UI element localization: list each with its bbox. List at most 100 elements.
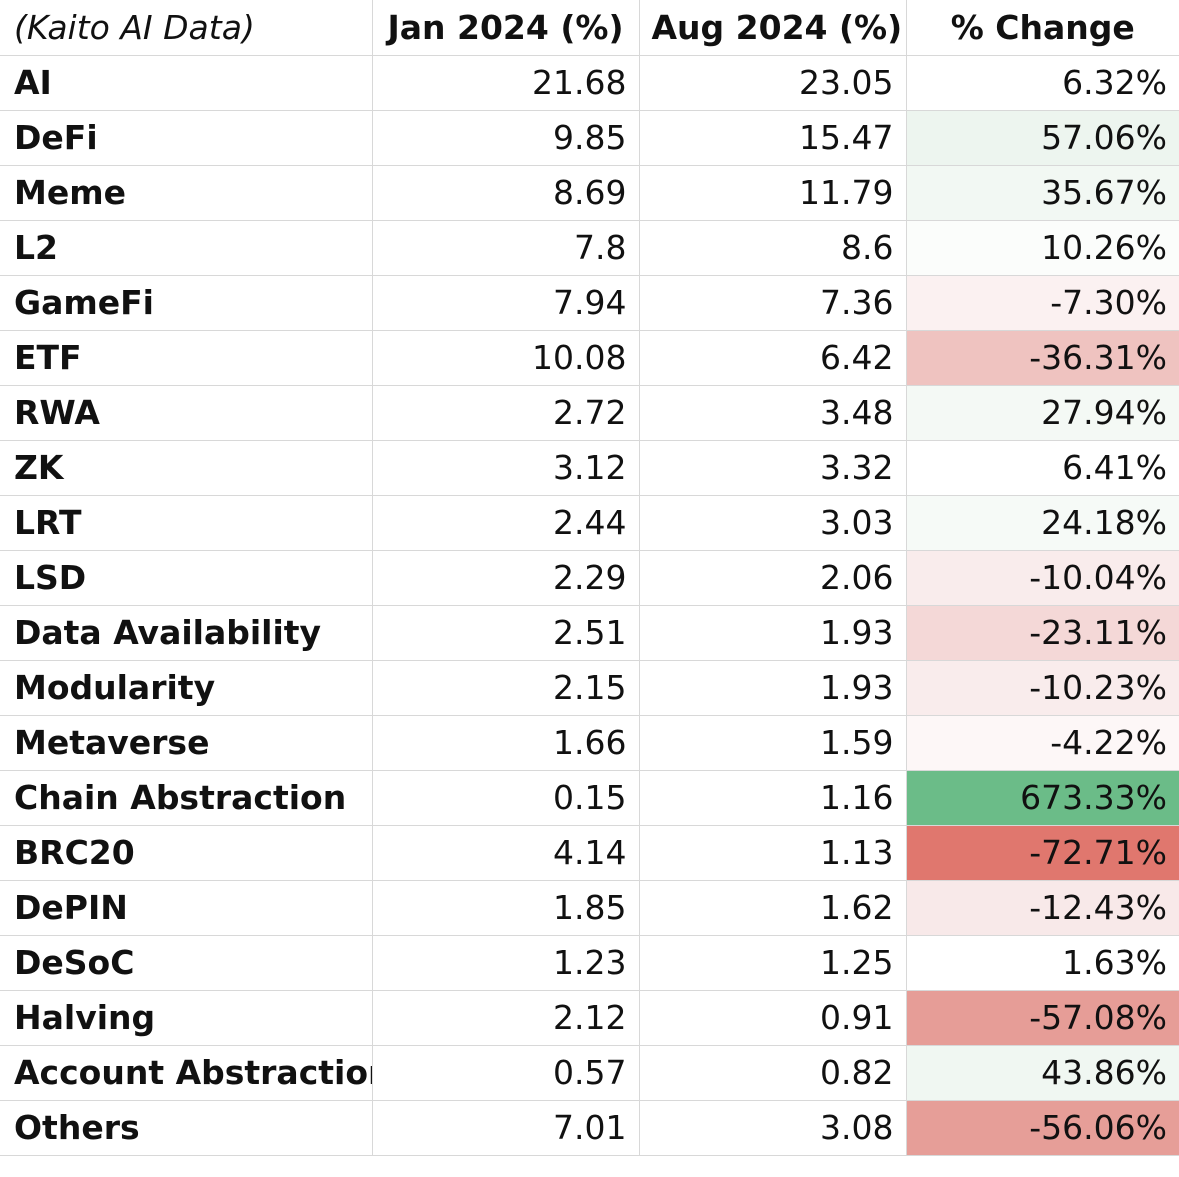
aug-2024-cell[interactable]: 3.32 (638, 439, 907, 496)
category-cell[interactable]: BRC20 (0, 824, 373, 881)
category-cell[interactable]: Halving (0, 989, 373, 1046)
table-row: DeSoC 1.23 1.25 1.63% (0, 934, 1179, 991)
category-cell[interactable]: Meme (0, 164, 373, 221)
header-percent-change[interactable]: % Change (905, 0, 1179, 56)
percent-change-cell[interactable]: -23.11% (905, 604, 1179, 661)
jan-2024-cell[interactable]: 2.72 (371, 384, 640, 441)
category-cell[interactable]: GameFi (0, 274, 373, 331)
table-body: AI 21.68 23.05 6.32% DeFi 9.85 15.47 57.06% Meme… (0, 54, 1179, 1156)
category-cell[interactable]: LRT (0, 494, 373, 551)
table-row: Meme 8.69 11.79 35.67% (0, 164, 1179, 221)
header-source[interactable]: (Kaito AI Data) (0, 0, 373, 56)
aug-2024-cell[interactable]: 1.13 (638, 824, 907, 881)
table-row: ETF 10.08 6.42 -36.31% (0, 329, 1179, 386)
aug-2024-cell[interactable]: 1.16 (638, 769, 907, 826)
jan-2024-cell[interactable]: 1.85 (371, 879, 640, 936)
table-row: DeFi 9.85 15.47 57.06% (0, 109, 1179, 166)
aug-2024-cell[interactable]: 3.03 (638, 494, 907, 551)
header-aug-2024[interactable]: Aug 2024 (%) (638, 0, 907, 56)
category-cell[interactable]: AI (0, 54, 373, 111)
table-row: RWA 2.72 3.48 27.94% (0, 384, 1179, 441)
category-cell[interactable]: Metaverse (0, 714, 373, 771)
percent-change-cell[interactable]: -10.04% (905, 549, 1179, 606)
jan-2024-cell[interactable]: 8.69 (371, 164, 640, 221)
percent-change-cell[interactable]: -72.71% (905, 824, 1179, 881)
jan-2024-cell[interactable]: 1.66 (371, 714, 640, 771)
percent-change-cell[interactable]: 35.67% (905, 164, 1179, 221)
aug-2024-cell[interactable]: 8.6 (638, 219, 907, 276)
percent-change-cell[interactable]: 6.41% (905, 439, 1179, 496)
percent-change-cell[interactable]: 27.94% (905, 384, 1179, 441)
aug-2024-cell[interactable]: 11.79 (638, 164, 907, 221)
percent-change-cell[interactable]: 43.86% (905, 1044, 1179, 1101)
category-cell[interactable]: ETF (0, 329, 373, 386)
percent-change-cell[interactable]: -12.43% (905, 879, 1179, 936)
category-cell[interactable]: DePIN (0, 879, 373, 936)
percent-change-cell[interactable]: -57.08% (905, 989, 1179, 1046)
jan-2024-cell[interactable]: 3.12 (371, 439, 640, 496)
header-row: (Kaito AI Data) Jan 2024 (%) Aug 2024 (%… (0, 0, 1179, 56)
jan-2024-cell[interactable]: 10.08 (371, 329, 640, 386)
percent-change-cell[interactable]: 673.33% (905, 769, 1179, 826)
aug-2024-cell[interactable]: 1.59 (638, 714, 907, 771)
aug-2024-cell[interactable]: 1.93 (638, 659, 907, 716)
jan-2024-cell[interactable]: 0.15 (371, 769, 640, 826)
aug-2024-cell[interactable]: 1.93 (638, 604, 907, 661)
percent-change-cell[interactable]: 1.63% (905, 934, 1179, 991)
percent-change-cell[interactable]: 10.26% (905, 219, 1179, 276)
aug-2024-cell[interactable]: 15.47 (638, 109, 907, 166)
jan-2024-cell[interactable]: 2.15 (371, 659, 640, 716)
aug-2024-cell[interactable]: 23.05 (638, 54, 907, 111)
jan-2024-cell[interactable]: 1.23 (371, 934, 640, 991)
category-cell[interactable]: Account Abstraction (0, 1044, 373, 1101)
jan-2024-cell[interactable]: 2.44 (371, 494, 640, 551)
percent-change-cell[interactable]: -7.30% (905, 274, 1179, 331)
category-cell[interactable]: ZK (0, 439, 373, 496)
jan-2024-cell[interactable]: 7.94 (371, 274, 640, 331)
table-row: Metaverse 1.66 1.59 -4.22% (0, 714, 1179, 771)
aug-2024-cell[interactable]: 0.91 (638, 989, 907, 1046)
table-row: AI 21.68 23.05 6.32% (0, 54, 1179, 111)
jan-2024-cell[interactable]: 7.8 (371, 219, 640, 276)
aug-2024-cell[interactable]: 7.36 (638, 274, 907, 331)
percent-change-cell[interactable]: -4.22% (905, 714, 1179, 771)
jan-2024-cell[interactable]: 7.01 (371, 1099, 640, 1156)
percent-change-cell[interactable]: 57.06% (905, 109, 1179, 166)
header-jan-2024[interactable]: Jan 2024 (%) (371, 0, 640, 56)
percent-change-cell[interactable]: -36.31% (905, 329, 1179, 386)
table-row: L2 7.8 8.6 10.26% (0, 219, 1179, 276)
category-cell[interactable]: Others (0, 1099, 373, 1156)
percent-change-cell[interactable]: 24.18% (905, 494, 1179, 551)
percent-change-cell[interactable]: -10.23% (905, 659, 1179, 716)
table-row: Others 7.01 3.08 -56.06% (0, 1099, 1179, 1156)
aug-2024-cell[interactable]: 3.48 (638, 384, 907, 441)
category-cell[interactable]: DeFi (0, 109, 373, 166)
category-cell[interactable]: RWA (0, 384, 373, 441)
jan-2024-cell[interactable]: 4.14 (371, 824, 640, 881)
jan-2024-cell[interactable]: 21.68 (371, 54, 640, 111)
category-cell[interactable]: Chain Abstraction (0, 769, 373, 826)
table-row: Chain Abstraction 0.15 1.16 673.33% (0, 769, 1179, 826)
aug-2024-cell[interactable]: 1.25 (638, 934, 907, 991)
category-cell[interactable]: Modularity (0, 659, 373, 716)
category-cell[interactable]: DeSoC (0, 934, 373, 991)
jan-2024-cell[interactable]: 0.57 (371, 1044, 640, 1101)
aug-2024-cell[interactable]: 3.08 (638, 1099, 907, 1156)
jan-2024-cell[interactable]: 9.85 (371, 109, 640, 166)
aug-2024-cell[interactable]: 1.62 (638, 879, 907, 936)
table-row: Data Availability 2.51 1.93 -23.11% (0, 604, 1179, 661)
category-cell[interactable]: L2 (0, 219, 373, 276)
table-row: Account Abstraction 0.57 0.82 43.86% (0, 1044, 1179, 1101)
percent-change-cell[interactable]: -56.06% (905, 1099, 1179, 1156)
jan-2024-cell[interactable]: 2.29 (371, 549, 640, 606)
category-cell[interactable]: LSD (0, 549, 373, 606)
category-cell[interactable]: Data Availability (0, 604, 373, 661)
aug-2024-cell[interactable]: 0.82 (638, 1044, 907, 1101)
jan-2024-cell[interactable]: 2.12 (371, 989, 640, 1046)
percent-change-cell[interactable]: 6.32% (905, 54, 1179, 111)
aug-2024-cell[interactable]: 6.42 (638, 329, 907, 386)
aug-2024-cell[interactable]: 2.06 (638, 549, 907, 606)
jan-2024-cell[interactable]: 2.51 (371, 604, 640, 661)
table-row: LRT 2.44 3.03 24.18% (0, 494, 1179, 551)
